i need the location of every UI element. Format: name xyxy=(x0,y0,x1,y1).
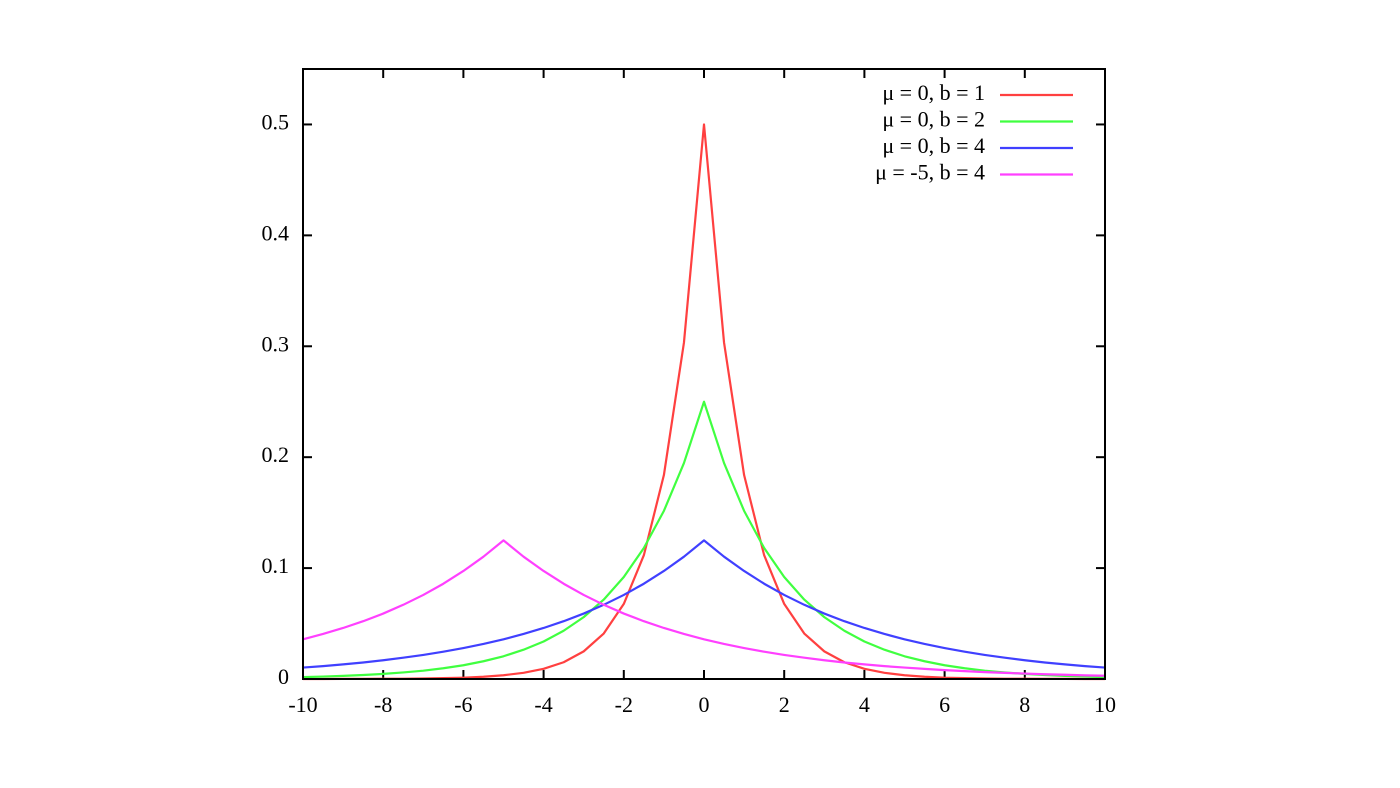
x-tick-label: -6 xyxy=(454,692,472,717)
y-tick-label: 0.3 xyxy=(262,331,290,356)
x-tick-label: 6 xyxy=(939,692,950,717)
x-tick-label: -8 xyxy=(374,692,392,717)
x-tick-label: 2 xyxy=(779,692,790,717)
y-tick-label: 0 xyxy=(278,664,289,689)
x-tick-label: -4 xyxy=(534,692,552,717)
x-tick-label: -2 xyxy=(615,692,633,717)
x-tick-label: 10 xyxy=(1094,692,1116,717)
series-line xyxy=(302,539,1106,669)
y-tick-label: 0.2 xyxy=(262,442,290,467)
legend-label: μ = 0, b = 4 xyxy=(882,133,985,158)
y-tick-label: 0.4 xyxy=(262,220,290,245)
y-tick-label: 0.1 xyxy=(262,553,290,578)
x-tick-label: 8 xyxy=(1019,692,1030,717)
legend-label: μ = 0, b = 2 xyxy=(882,107,985,132)
x-tick-label: 0 xyxy=(699,692,710,717)
series-line xyxy=(302,539,1106,677)
legend-label: μ = -5, b = 4 xyxy=(875,160,985,185)
plot-frame xyxy=(302,68,1106,680)
x-tick-label: 4 xyxy=(859,692,870,717)
y-tick-label: 0.5 xyxy=(262,110,290,135)
legend-label: μ = 0, b = 1 xyxy=(882,80,985,105)
x-tick-label: -10 xyxy=(288,692,317,717)
series-line xyxy=(302,400,1106,679)
